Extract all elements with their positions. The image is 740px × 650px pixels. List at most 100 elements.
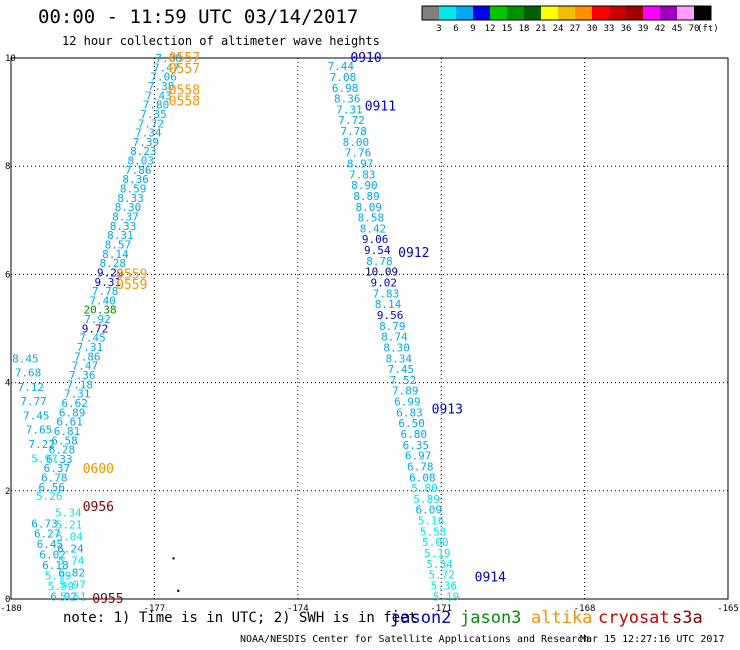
swh-value-label: 7.36 xyxy=(69,369,96,382)
swh-value-label: 6.33 xyxy=(46,453,73,466)
colorbar-swatch xyxy=(694,6,711,20)
swh-value-label: 7.35 xyxy=(140,108,167,121)
swh-value-label: 5.19 xyxy=(433,590,460,603)
pass-time-label: 0559 xyxy=(116,278,147,293)
swh-value-label: 5.58 xyxy=(420,525,447,538)
swh-value-label: 6.09 xyxy=(416,504,443,517)
swh-value-label: 9.72 xyxy=(82,322,109,335)
colorbar-tick-label: 39 xyxy=(638,24,649,34)
pass-time-label: 0911 xyxy=(365,100,396,115)
y-tick-label: 4 xyxy=(5,379,10,389)
swh-value-label: 8.36 xyxy=(122,173,149,186)
swh-value-label: 8.36 xyxy=(334,93,361,106)
colorbar-tick-label: 24 xyxy=(553,24,564,34)
swh-value-label: 8.23 xyxy=(130,145,157,158)
swh-value-label: 6.99 xyxy=(394,396,421,409)
swh-value-label: 6.98 xyxy=(332,82,359,95)
x-tick-label: -168 xyxy=(574,604,596,614)
colorbar-tick-label: 70 xyxy=(689,24,700,34)
y-tick-label: 10 xyxy=(5,54,16,64)
swh-value-label: 8.03 xyxy=(128,155,155,168)
swh-value-label: 6.35 xyxy=(403,439,430,452)
swh-value-label: 7.45 xyxy=(79,332,106,345)
swh-value-label: 6.97 xyxy=(405,450,432,463)
swh-value-label: 6.24 xyxy=(57,542,84,555)
swh-value-label: 5.99 xyxy=(45,569,72,582)
colorbar-frame xyxy=(421,5,712,21)
pass-time-label: 0910 xyxy=(350,51,381,66)
swh-value-label: 5.04 xyxy=(56,530,83,543)
swh-value-label: 5.00 xyxy=(422,536,449,549)
swh-value-label: 7.39 xyxy=(133,136,160,149)
swh-value-label: 8.30 xyxy=(383,341,410,354)
colorbar-swatch xyxy=(609,6,626,20)
swh-value-label: 8.14 xyxy=(375,298,402,311)
pass-time-label: 0913 xyxy=(432,403,463,418)
swh-value-label: 10.09 xyxy=(365,266,398,279)
colorbar-tick-label: 27 xyxy=(570,24,581,34)
colorbar-swatch xyxy=(575,6,592,20)
swh-value-label: 8.45 xyxy=(12,352,39,365)
swh-value-label: 7.72 xyxy=(338,114,365,127)
colorbar-tick-label: 9 xyxy=(470,24,475,34)
swh-value-label: 5.51 xyxy=(60,590,87,603)
swh-value-label: 5.16 xyxy=(418,515,445,528)
data-dot xyxy=(177,589,180,593)
swh-value-label: 7.86 xyxy=(125,164,152,177)
swh-value-label: 7.12 xyxy=(18,381,45,394)
colorbar-swatch xyxy=(456,6,473,20)
swh-value-label: 8.59 xyxy=(120,183,147,196)
swh-value-label: 6.50 xyxy=(398,417,425,430)
swh-value-label: 6.62 xyxy=(61,397,88,410)
pass-time-label: 0912 xyxy=(398,246,429,261)
swh-value-label: 7.52 xyxy=(390,374,417,387)
colorbar-swatch xyxy=(473,6,490,20)
swh-value-label: 6.02 xyxy=(39,549,66,562)
swh-value-label: 6.58 xyxy=(51,434,78,447)
pass-time-label: 0558 xyxy=(169,83,200,98)
swh-value-label: 7.22 xyxy=(28,438,55,451)
colorbar-tick-label: 6 xyxy=(453,24,458,34)
swh-value-label: 7.68 xyxy=(15,367,42,380)
colorbar: 3 6 9 12 15 18 21 24 27 30 33 36 39 42 45 70(ft) xyxy=(421,5,719,34)
swh-value-label: 6.61 xyxy=(56,416,83,429)
swh-value-label: 7.31 xyxy=(64,388,91,401)
swh-value-label: 9.02 xyxy=(370,277,397,290)
swh-value-label: 6.02 xyxy=(50,590,77,603)
colorbar-tick-label: 12 xyxy=(485,24,496,34)
swh-value-label: 7.92 xyxy=(84,313,111,326)
page-subtitle: 12 hour collection of altimeter wave hei… xyxy=(62,34,380,48)
swh-value-label: 9.06 xyxy=(362,233,389,246)
swh-value-label: 6.82 xyxy=(59,566,86,579)
swh-value-label: 7.77 xyxy=(20,395,47,408)
grid-lines xyxy=(11,58,728,599)
pass-time-label: 0557 xyxy=(169,62,200,77)
swh-value-label: 7.38 xyxy=(148,80,175,93)
swh-value-label: 5.19 xyxy=(424,547,451,560)
swh-value-label: 6.78 xyxy=(41,472,68,485)
swh-value-label: 5.99 xyxy=(48,580,75,593)
legend-s3a: s3a xyxy=(672,608,703,628)
swh-value-label: 7.78 xyxy=(340,125,367,138)
colorbar-unit: (ft) xyxy=(697,24,719,34)
colorbar-tick-label: 33 xyxy=(604,24,615,34)
pass-time-label: 0914 xyxy=(475,570,506,585)
pass-time-label: 0600 xyxy=(83,462,114,477)
data-dot xyxy=(172,557,175,560)
colorbar-tick-label: 3 xyxy=(436,24,441,34)
swh-value-label: 8.33 xyxy=(110,220,137,233)
swh-value-label: 7.45 xyxy=(388,363,415,376)
swh-value-label: 7.78 xyxy=(92,285,119,298)
swh-value-label: 8.37 xyxy=(112,211,139,224)
swh-value-label: 6.83 xyxy=(396,406,423,419)
pass-time-label: 0955 xyxy=(92,592,123,607)
swh-value-label: 7.76 xyxy=(345,147,372,160)
swh-value-label: 5.89 xyxy=(413,493,440,506)
colorbar-swatch xyxy=(558,6,575,20)
swh-value-label: 6.27 xyxy=(34,528,61,541)
swh-value-label: 7.08 xyxy=(155,52,182,65)
axis-ticks: -180 -177 -174 -171 -168 -165 0 2 4 6 8 10 xyxy=(0,54,739,614)
pass-time-label: 0559 xyxy=(116,267,147,282)
swh-value-label: 8.58 xyxy=(358,212,385,225)
